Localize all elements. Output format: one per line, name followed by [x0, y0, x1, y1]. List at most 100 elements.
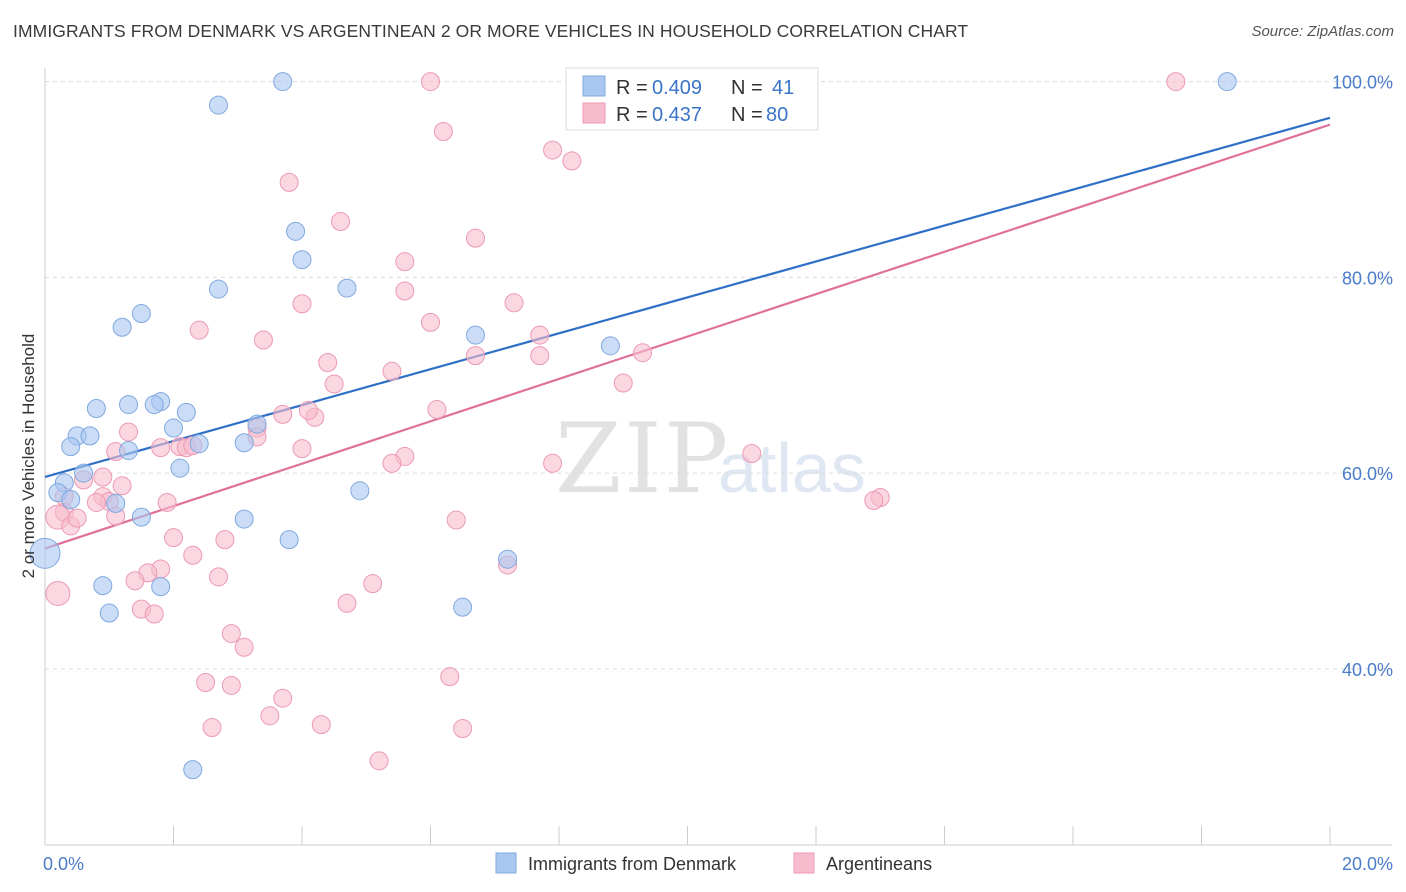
- denmark-point-1: [1217, 72, 1237, 92]
- argentinean-point-73: [311, 715, 331, 735]
- argentinean-point-60: [125, 571, 145, 591]
- argentinean-point-69: [196, 673, 216, 693]
- denmark-point-6: [337, 278, 357, 298]
- legend-r-label-argentinean: R =: [616, 104, 648, 126]
- argentinean-point-9: [395, 281, 415, 301]
- denmark-point-12: [119, 395, 139, 415]
- argentinean-point-21: [613, 373, 633, 393]
- denmark-point-28: [61, 490, 81, 510]
- denmark-point-5: [208, 279, 228, 299]
- argentinean-point-68: [440, 667, 460, 687]
- argentinean-point-44: [86, 492, 106, 512]
- argentinean-point-75: [453, 719, 473, 739]
- argentinean-point-15: [530, 325, 550, 345]
- legend-r-value-denmark: 0.409: [652, 77, 702, 99]
- denmark-point-38: [453, 597, 473, 617]
- denmark-point-40: [183, 760, 203, 780]
- denmark-point-21: [189, 434, 209, 454]
- argentinean-point-7: [465, 228, 485, 248]
- legend-box: [565, 67, 819, 131]
- argentinean-point-18: [530, 346, 550, 366]
- y-tick-labels: 40.0% 60.0% 80.0% 100.0%: [1332, 73, 1393, 680]
- legend-n-label-argentinean: N =: [731, 104, 763, 126]
- denmark-point-33: [279, 530, 299, 550]
- argentinean-point-45: [157, 492, 177, 512]
- bottom-legend-label-argentinean: Argentineans: [826, 854, 932, 874]
- denmark-point-37: [151, 577, 171, 597]
- watermark-atlas: atlas: [718, 429, 866, 507]
- denmark-point-35: [29, 537, 61, 569]
- denmark-point-24: [170, 458, 190, 478]
- argentinean-point-67: [234, 637, 254, 657]
- argentinean-point-79: [67, 508, 87, 528]
- argentinean-point-37: [543, 453, 563, 473]
- argentinean-point-13: [189, 320, 209, 340]
- argentinean-point-51: [446, 510, 466, 530]
- argentinean-point-24: [273, 404, 293, 424]
- chart-title: IMMIGRANTS FROM DENMARK VS ARGENTINEAN 2…: [13, 21, 969, 41]
- argentinean-point-10: [504, 293, 524, 313]
- argentinean-point-47: [864, 490, 884, 510]
- argentinean-point-76: [369, 751, 389, 771]
- argentinean-point-62: [45, 580, 71, 606]
- y-tick-label-40: 40.0%: [1342, 660, 1393, 680]
- denmark-point-20: [61, 437, 81, 457]
- source-credit: Source: ZipAtlas.com: [1251, 23, 1394, 40]
- argentinean-point-3: [543, 140, 563, 160]
- denmark-point-23: [119, 441, 139, 461]
- argentinean-point-8: [395, 252, 415, 272]
- gridlines: [45, 81, 1392, 670]
- denmark-point-10: [600, 336, 620, 356]
- argentinean-point-40: [112, 476, 132, 496]
- argentinean-point-66: [221, 624, 241, 644]
- argentinean-point-54: [215, 530, 235, 550]
- legend-n-value-denmark: 41: [772, 77, 794, 99]
- denmark-point-39: [99, 603, 119, 623]
- argentinean-point-27: [119, 422, 139, 442]
- argentinean-point-31: [151, 438, 171, 458]
- denmark-point-19: [80, 426, 100, 446]
- denmark-point-16: [247, 414, 267, 434]
- bottom-legend-swatch-argentinean: [793, 852, 815, 874]
- watermark-zip: ZIP: [555, 403, 730, 515]
- argentinean-point-78: [298, 400, 318, 420]
- denmark-point-3: [286, 221, 306, 241]
- denmark-point-29: [106, 493, 126, 513]
- denmark-point-0: [273, 72, 293, 92]
- y-tick-label-100: 100.0%: [1332, 73, 1393, 93]
- argentinean-point-11: [292, 294, 312, 314]
- argentinean-point-1: [1166, 72, 1186, 92]
- axes: [44, 68, 1392, 846]
- argentinean-point-17: [465, 346, 485, 366]
- x-tick-label-max: 20.0%: [1342, 854, 1393, 874]
- argentinean-point-71: [273, 688, 293, 708]
- legend-r-label-denmark: R =: [616, 77, 648, 99]
- bottom-legend-label-denmark: Immigrants from Denmark: [528, 854, 737, 874]
- argentinean-point-19: [318, 352, 338, 372]
- denmark-point-17: [164, 418, 183, 438]
- denmark-point-8: [112, 317, 132, 337]
- denmark-point-25: [74, 463, 94, 483]
- series-legend: Immigrants from Denmark Argentineans: [495, 852, 932, 874]
- denmark-point-4: [292, 250, 312, 270]
- argentinean-point-0: [421, 72, 440, 92]
- legend-r-value-argentinean: 0.437: [652, 104, 702, 126]
- argentinean-point-12: [421, 312, 440, 332]
- denmark-point-32: [234, 509, 254, 529]
- denmark-point-9: [465, 325, 485, 345]
- argentinean-point-14: [253, 330, 273, 350]
- denmark-point-13: [144, 395, 164, 415]
- argentinean-point-2: [433, 121, 453, 141]
- denmark-point-22: [234, 433, 254, 453]
- argentinean-point-74: [202, 718, 222, 738]
- denmark-point-14: [86, 398, 106, 418]
- data-points: [29, 72, 1237, 780]
- argentinean-point-70: [221, 675, 241, 695]
- denmark-point-30: [350, 481, 370, 501]
- argentinean-point-5: [279, 172, 299, 192]
- argentinean-point-53: [164, 528, 183, 548]
- argentinean-point-59: [208, 567, 228, 587]
- denmark-point-31: [131, 507, 151, 527]
- argentinean-trend-line: [44, 123, 1331, 550]
